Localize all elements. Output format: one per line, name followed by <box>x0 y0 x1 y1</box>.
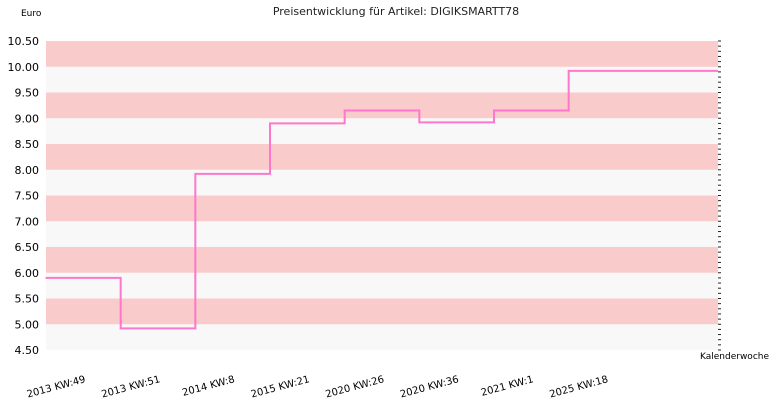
x-tick-label: 2013 KW:51 <box>100 374 161 400</box>
y-tick-label: 8.00 <box>15 164 40 177</box>
data-point <box>194 173 197 175</box>
y-tick-label: 9.00 <box>15 112 40 125</box>
right-axis-minor-ticks <box>718 40 721 351</box>
y-tick-label: 7.50 <box>15 190 40 203</box>
x-tick-labels: 2013 KW:49 2013 KW:51 2014 KW:8 2015 KW:21 2… <box>26 374 610 400</box>
data-point <box>119 327 122 330</box>
data-point <box>418 121 421 124</box>
y-tick-label: 6.00 <box>15 267 40 280</box>
x-tick-label: 2020 KW:26 <box>324 374 385 400</box>
y-tick-label: 10.00 <box>8 61 40 74</box>
band-8 <box>46 118 718 144</box>
band-3 <box>46 247 718 273</box>
y-tick-label: 9.50 <box>15 87 40 100</box>
y-tick-labels: 4.50 5.00 5.50 6.00 6.50 7.00 7.50 8.00 8.50 9.00… <box>8 35 40 357</box>
x-tick-label: 2021 KW:1 <box>480 374 535 399</box>
band-7 <box>46 144 718 170</box>
x-tick-label: 2020 KW:36 <box>399 374 460 400</box>
chart-title: Preisentwicklung für Artikel: DIGIKSMART… <box>273 5 519 18</box>
x-tick-label: 2025 KW:18 <box>548 374 609 400</box>
y-tick-label: 10.50 <box>8 35 40 48</box>
y-tick-label: 8.50 <box>15 138 40 151</box>
x-tick-label: 2013 KW:49 <box>26 374 87 400</box>
background-bands <box>46 41 718 350</box>
data-point <box>567 70 570 72</box>
y-tick-label: 4.50 <box>15 344 40 357</box>
y-tick-label: 5.50 <box>15 293 40 306</box>
band-11 <box>46 41 718 67</box>
data-point <box>343 109 346 112</box>
price-series <box>45 69 718 330</box>
band-6 <box>46 169 718 196</box>
x-axis-label: Kalenderwoche <box>700 352 769 362</box>
band-5 <box>46 195 718 222</box>
y-tick-label: 5.00 <box>15 318 40 331</box>
y-axis-label: Euro <box>21 9 42 19</box>
band-9 <box>46 92 718 119</box>
y-tick-label: 6.50 <box>15 241 40 254</box>
band-1 <box>46 298 718 325</box>
y-tick-label: 7.00 <box>15 215 40 228</box>
band-2 <box>46 272 718 299</box>
x-tick-label: 2015 KW:21 <box>250 374 311 400</box>
price-step-line <box>46 69 718 330</box>
data-point <box>269 122 271 125</box>
band-4 <box>46 221 718 247</box>
data-point <box>493 109 495 112</box>
x-tick-label: 2014 KW:8 <box>181 374 236 399</box>
data-point <box>45 277 47 279</box>
